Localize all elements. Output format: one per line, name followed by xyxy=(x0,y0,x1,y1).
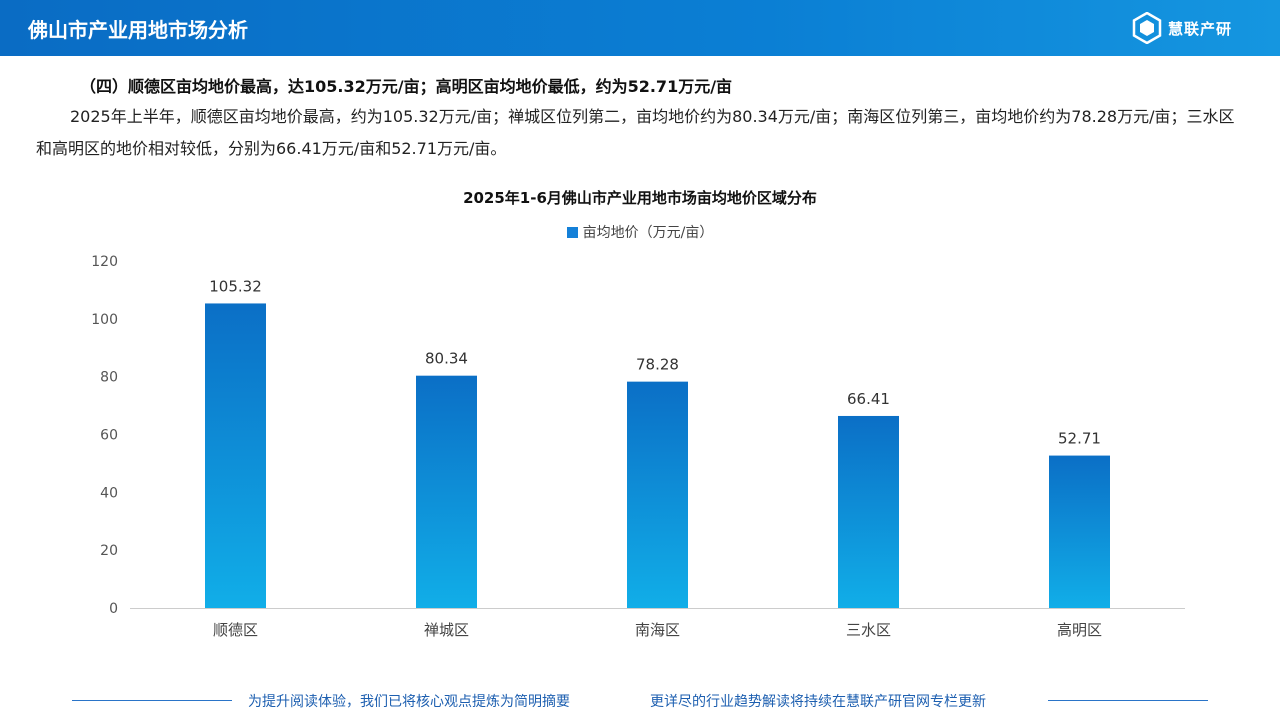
y-tick-label: 20 xyxy=(100,543,118,559)
bar-value-label: 66.41 xyxy=(847,390,890,408)
x-category-label: 禅城区 xyxy=(424,621,469,639)
footer-divider-left xyxy=(72,700,232,701)
page-title: 佛山市产业用地市场分析 xyxy=(28,18,248,42)
y-tick-label: 120 xyxy=(91,254,118,270)
x-category-label: 顺德区 xyxy=(213,621,258,639)
chart-legend: 亩均地价（万元/亩） xyxy=(0,222,1280,242)
x-category-label: 三水区 xyxy=(846,621,891,639)
brand-logo: 慧联产研 xyxy=(1132,12,1232,44)
bar-value-label: 78.28 xyxy=(636,356,679,374)
x-category-label: 南海区 xyxy=(635,621,680,639)
chart-title: 2025年1-6月佛山市产业用地市场亩均地价区域分布 xyxy=(463,189,817,207)
y-tick-label: 100 xyxy=(91,312,118,328)
bar-2 xyxy=(627,381,688,608)
brand-name: 慧联产研 xyxy=(1167,19,1232,38)
y-tick-label: 80 xyxy=(100,370,118,386)
header-bar: 佛山市产业用地市场分析 慧联产研 xyxy=(0,0,1280,56)
brand-hexagon-icon xyxy=(1132,12,1162,44)
footer-left-text: 为提升阅读体验，我们已将核心观点提炼为简明摘要 xyxy=(248,694,570,710)
bar-0 xyxy=(205,303,266,608)
bar-4 xyxy=(1049,455,1110,608)
legend-label: 亩均地价（万元/亩） xyxy=(582,225,714,241)
section-paragraph: 2025年上半年，顺德区亩均地价最高，约为105.32万元/亩；禅城区位列第二，… xyxy=(36,107,1235,158)
y-tick-label: 0 xyxy=(109,601,118,617)
footer-right-text: 更详尽的行业趋势解读将持续在慧联产研官网专栏更新 xyxy=(650,694,986,710)
legend-swatch xyxy=(566,226,578,238)
bar-3 xyxy=(838,415,899,608)
bar-value-label: 80.34 xyxy=(425,350,468,368)
y-tick-label: 40 xyxy=(100,485,118,501)
bar-value-label: 52.71 xyxy=(1058,430,1101,448)
y-tick-label: 60 xyxy=(100,428,118,444)
bar-value-label: 105.32 xyxy=(209,277,262,295)
x-category-label: 高明区 xyxy=(1057,621,1102,639)
section-subtitle: （四）顺德区亩均地价最高，达105.32万元/亩；高明区亩均地价最低，约为52.… xyxy=(80,77,733,96)
bar-1 xyxy=(416,375,477,608)
footer-divider-right xyxy=(1048,700,1208,701)
